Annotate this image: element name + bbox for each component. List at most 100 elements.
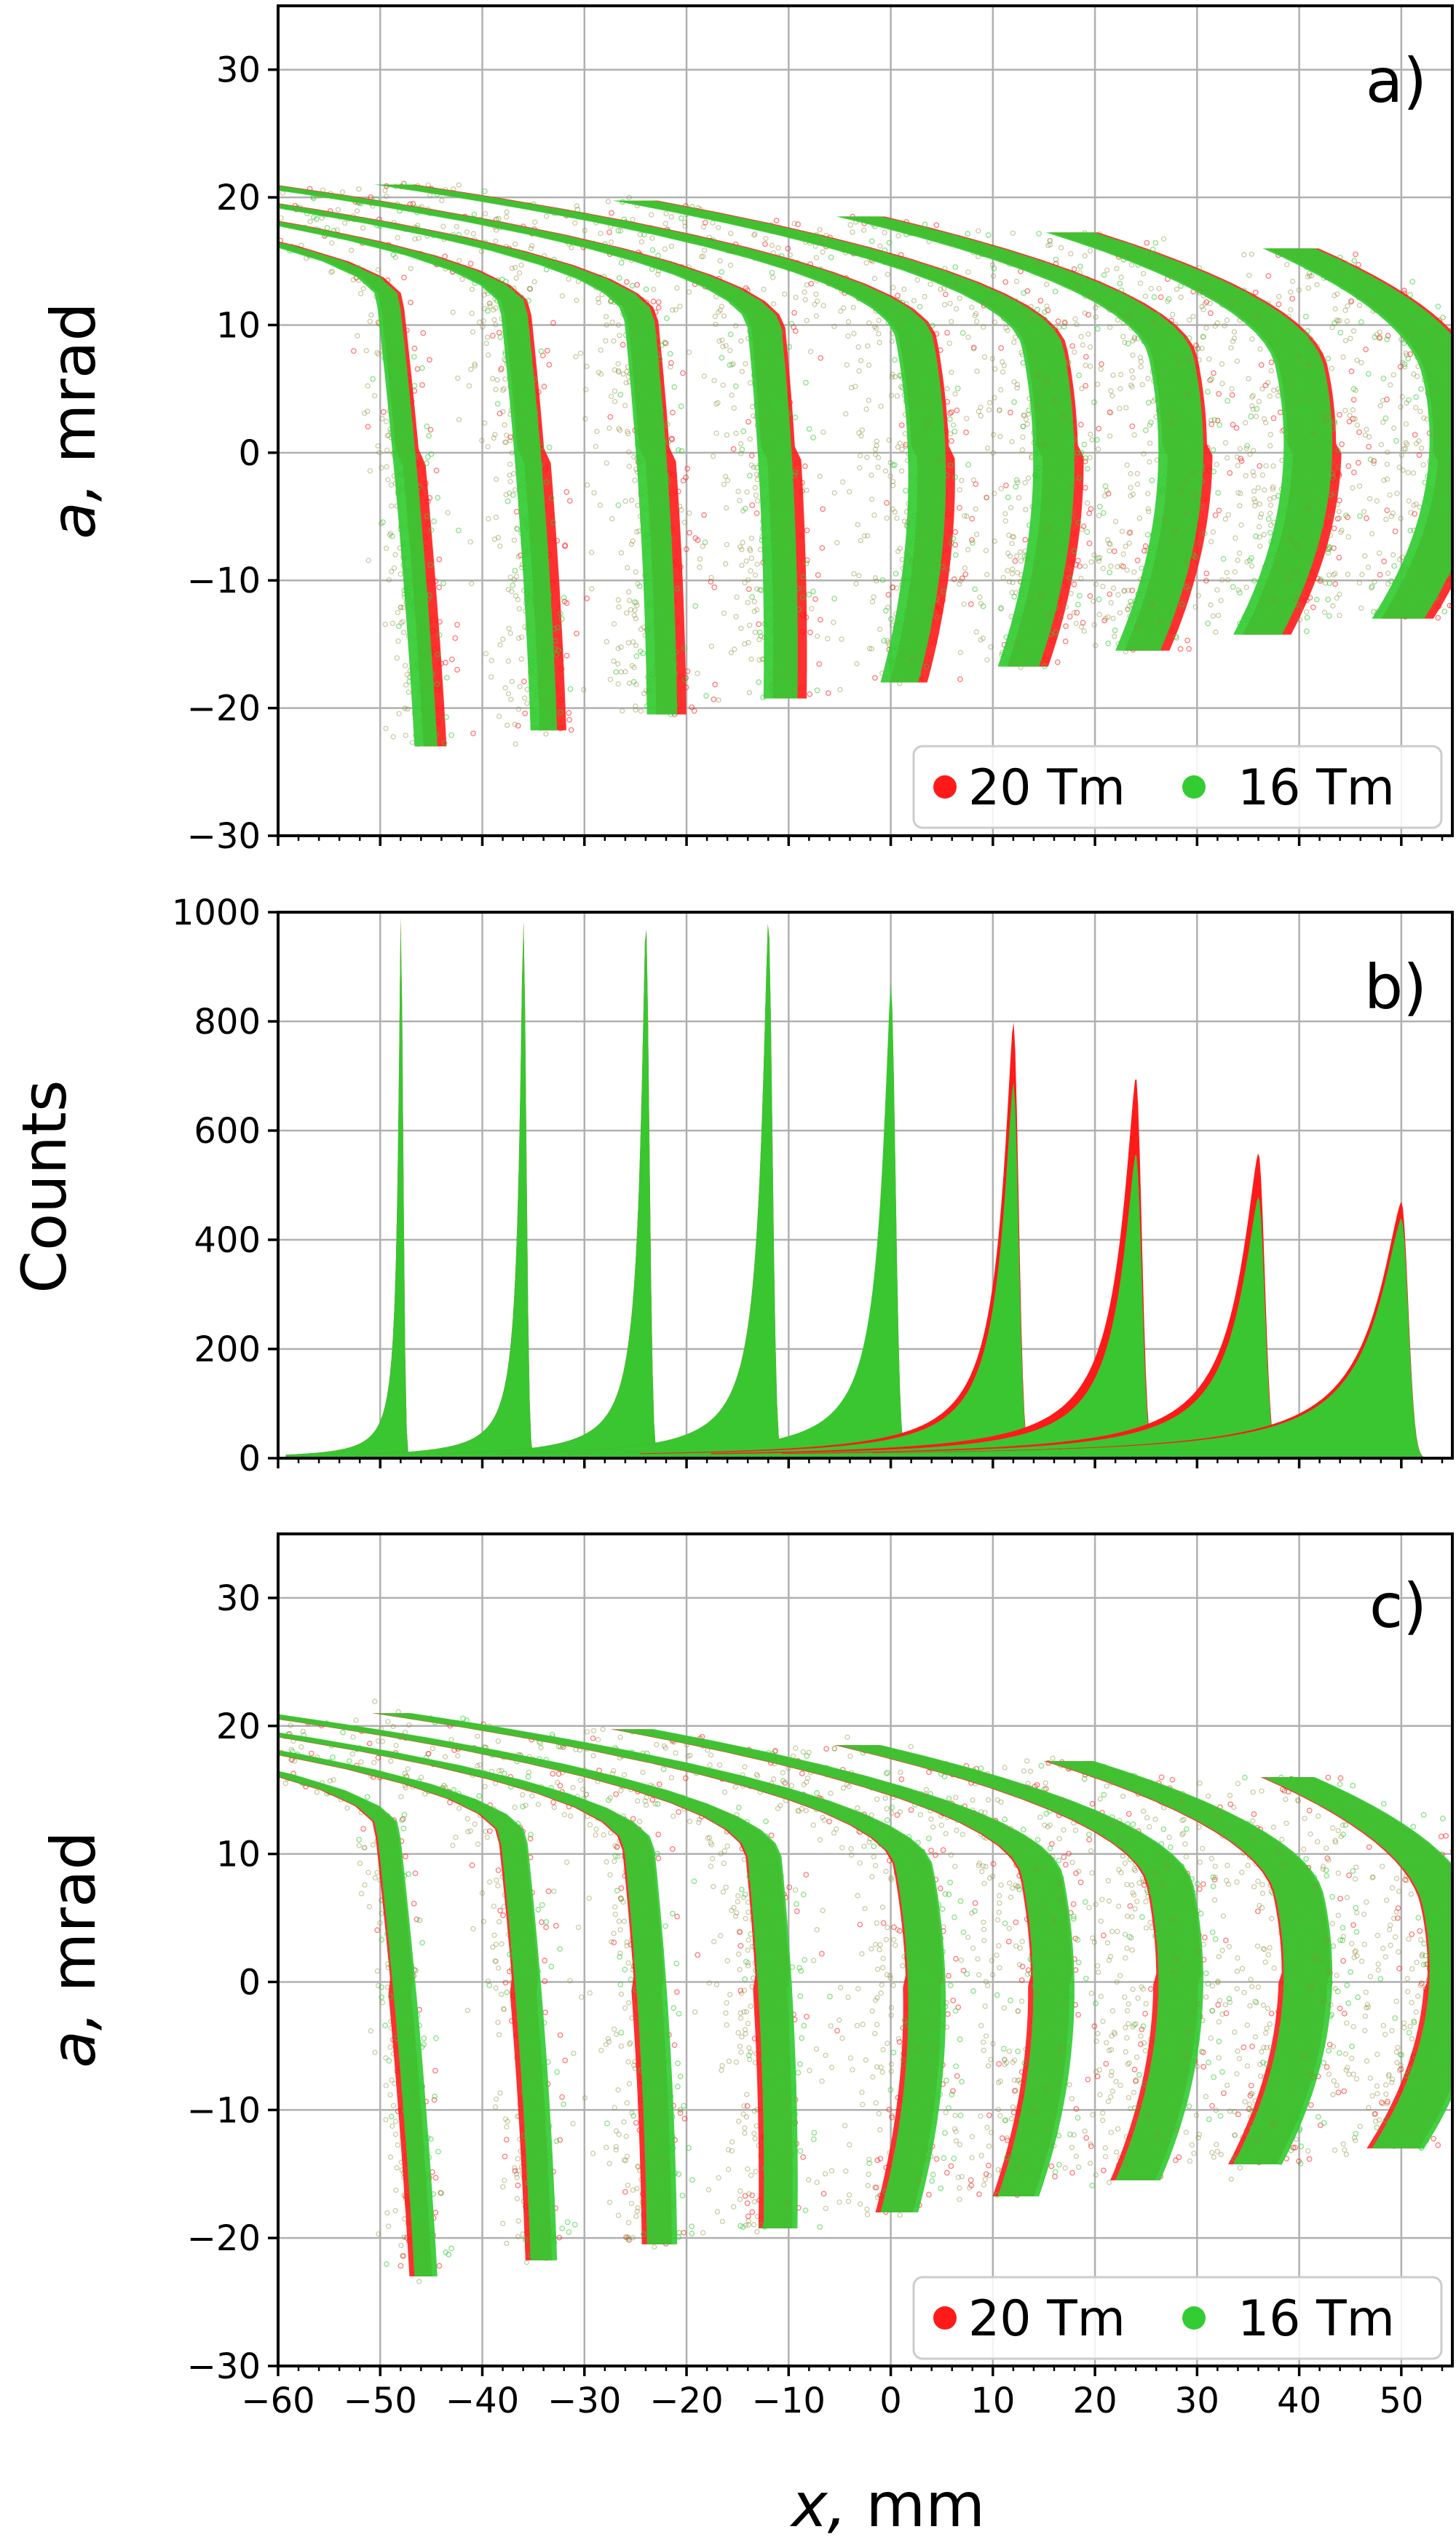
halo-point bbox=[1261, 531, 1267, 538]
scatter-point bbox=[1302, 406, 1309, 413]
halo-point bbox=[739, 562, 745, 569]
scatter-point bbox=[1393, 438, 1399, 444]
scatter-point bbox=[1427, 486, 1433, 492]
halo-point bbox=[633, 643, 639, 649]
halo-point bbox=[1261, 416, 1267, 422]
halo-point bbox=[972, 312, 978, 319]
scatter-point bbox=[386, 1889, 392, 1895]
scatter-point bbox=[924, 539, 930, 546]
halo-point bbox=[1332, 420, 1338, 427]
halo-point bbox=[1009, 571, 1016, 577]
scatter-point bbox=[387, 1904, 393, 1911]
halo-point bbox=[1011, 339, 1017, 345]
halo-point bbox=[1293, 567, 1299, 573]
scatter-point bbox=[796, 606, 802, 613]
halo-point bbox=[615, 597, 621, 603]
halo-point bbox=[617, 333, 622, 339]
scatter-point bbox=[1382, 288, 1388, 295]
beam-band bbox=[1045, 232, 1333, 635]
halo-point bbox=[1109, 393, 1115, 399]
halo-point bbox=[1107, 541, 1113, 547]
halo-point bbox=[957, 649, 964, 655]
halo-point bbox=[1225, 512, 1231, 518]
halo-point bbox=[1100, 566, 1106, 571]
halo-point bbox=[934, 614, 940, 620]
halo-point bbox=[1380, 419, 1386, 425]
scatter-point bbox=[1325, 596, 1332, 603]
halo-point bbox=[815, 633, 820, 639]
halo-point bbox=[509, 678, 515, 684]
scatter-point bbox=[969, 539, 976, 546]
halo-point bbox=[1361, 509, 1367, 515]
halo-point bbox=[1008, 505, 1014, 510]
scatter-point bbox=[952, 552, 959, 558]
scatter-point bbox=[906, 626, 913, 632]
beam-green-2 bbox=[278, 221, 574, 731]
halo-point bbox=[398, 2242, 404, 2249]
scatter-point bbox=[414, 2012, 421, 2019]
halo-point bbox=[1416, 438, 1422, 444]
halo-point bbox=[516, 606, 522, 612]
halo-point bbox=[1411, 502, 1417, 508]
scatter-point bbox=[1407, 292, 1413, 298]
halo-point bbox=[831, 620, 836, 625]
scatter-point bbox=[518, 359, 524, 365]
scatter-point bbox=[1436, 603, 1442, 609]
halo-point bbox=[228, 1771, 232, 1776]
halo-point bbox=[721, 481, 727, 488]
scatter-point bbox=[1108, 293, 1115, 300]
halo-point bbox=[947, 301, 953, 306]
scatter-point bbox=[807, 629, 813, 636]
scatter-point bbox=[1257, 463, 1263, 469]
scatter-point bbox=[1152, 240, 1159, 246]
panel-a-ylabel: a, mrad bbox=[38, 302, 109, 539]
halo-point bbox=[478, 248, 485, 254]
scatter-point bbox=[1355, 290, 1361, 296]
scatter-point bbox=[952, 474, 958, 480]
halo-point bbox=[400, 604, 406, 611]
halo-point bbox=[890, 285, 896, 290]
scatter-point bbox=[1434, 365, 1441, 371]
scatter-point bbox=[1034, 554, 1040, 561]
scatter-point bbox=[657, 356, 663, 363]
halo-point bbox=[1098, 366, 1104, 372]
halo-point bbox=[1251, 488, 1257, 494]
halo-point bbox=[507, 630, 513, 636]
scatter-point bbox=[427, 357, 432, 363]
scatter-point bbox=[1292, 563, 1299, 570]
scatter-point bbox=[1160, 612, 1166, 619]
scatter-point bbox=[758, 410, 764, 416]
scatter-point bbox=[799, 480, 805, 486]
halo-point bbox=[282, 1781, 288, 1787]
scatter-point bbox=[1189, 429, 1195, 435]
halo-point bbox=[497, 642, 503, 648]
scatter-point bbox=[689, 204, 695, 210]
scatter-point bbox=[1026, 624, 1033, 630]
halo-point bbox=[494, 377, 500, 383]
scatter-point bbox=[1168, 317, 1174, 324]
halo-point bbox=[450, 309, 456, 315]
scatter-point bbox=[400, 386, 407, 392]
scatter-point bbox=[1179, 450, 1184, 456]
halo-point bbox=[1358, 605, 1364, 612]
halo-point bbox=[628, 541, 635, 547]
halo-point bbox=[493, 476, 499, 482]
scatter-point bbox=[650, 298, 657, 305]
scatter-point bbox=[317, 210, 323, 216]
halo-point bbox=[721, 610, 727, 617]
scatter-point bbox=[546, 362, 553, 368]
halo-point bbox=[886, 437, 892, 443]
halo-point bbox=[6, 170, 10, 175]
halo-point bbox=[731, 405, 737, 411]
scatter-point bbox=[1126, 530, 1133, 536]
halo-point bbox=[507, 438, 513, 443]
halo-point bbox=[633, 707, 638, 713]
halo-point bbox=[668, 214, 674, 220]
halo-point bbox=[1013, 278, 1020, 285]
halo-point bbox=[770, 274, 776, 280]
halo-point bbox=[864, 454, 870, 460]
halo-point bbox=[875, 455, 882, 461]
halo-point bbox=[1378, 442, 1385, 448]
scatter-point bbox=[420, 330, 427, 336]
scatter-point bbox=[1105, 640, 1112, 646]
